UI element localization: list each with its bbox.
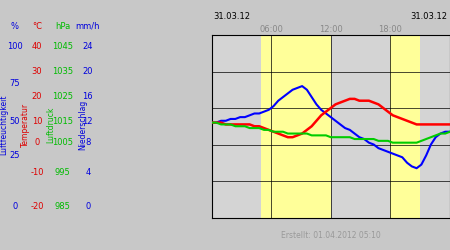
Text: %: % bbox=[11, 22, 19, 31]
Text: 50: 50 bbox=[9, 117, 20, 126]
Text: 0: 0 bbox=[12, 202, 18, 211]
Text: 10: 10 bbox=[32, 117, 42, 126]
Text: -10: -10 bbox=[30, 168, 44, 177]
Text: Erstellt: 01.04.2012 05:10: Erstellt: 01.04.2012 05:10 bbox=[281, 231, 381, 240]
Text: 75: 75 bbox=[9, 79, 20, 88]
Text: Niederschlag: Niederschlag bbox=[78, 100, 87, 150]
Text: 1005: 1005 bbox=[52, 138, 73, 147]
Text: 30: 30 bbox=[32, 67, 42, 76]
Text: Temperatur: Temperatur bbox=[21, 103, 30, 147]
Text: 25: 25 bbox=[9, 150, 20, 160]
Text: 1015: 1015 bbox=[52, 117, 73, 126]
Text: 16: 16 bbox=[82, 92, 93, 101]
Text: 1035: 1035 bbox=[52, 67, 73, 76]
Text: 1025: 1025 bbox=[52, 92, 73, 101]
Text: 12: 12 bbox=[82, 117, 93, 126]
Text: °C: °C bbox=[32, 22, 42, 31]
Text: -20: -20 bbox=[30, 202, 44, 211]
Text: mm/h: mm/h bbox=[76, 22, 100, 31]
Text: 24: 24 bbox=[82, 42, 93, 51]
Text: 1045: 1045 bbox=[52, 42, 73, 51]
Text: 0: 0 bbox=[34, 138, 40, 147]
Text: 4: 4 bbox=[85, 168, 90, 177]
Text: hPa: hPa bbox=[55, 22, 70, 31]
Text: 100: 100 bbox=[7, 42, 22, 51]
Text: 985: 985 bbox=[54, 202, 70, 211]
Text: 995: 995 bbox=[54, 168, 70, 177]
Text: 20: 20 bbox=[82, 67, 93, 76]
Text: 20: 20 bbox=[32, 92, 42, 101]
Text: 8: 8 bbox=[85, 138, 90, 147]
Text: 0: 0 bbox=[85, 202, 90, 211]
Bar bbox=[261, 35, 331, 218]
Text: 40: 40 bbox=[32, 42, 42, 51]
Text: 31.03.12: 31.03.12 bbox=[214, 12, 251, 21]
Text: Luftdruck: Luftdruck bbox=[46, 107, 55, 143]
Text: Luftfeuchtigkeit: Luftfeuchtigkeit bbox=[0, 95, 9, 155]
Text: 31.03.12: 31.03.12 bbox=[411, 12, 448, 21]
Bar bbox=[391, 35, 420, 218]
